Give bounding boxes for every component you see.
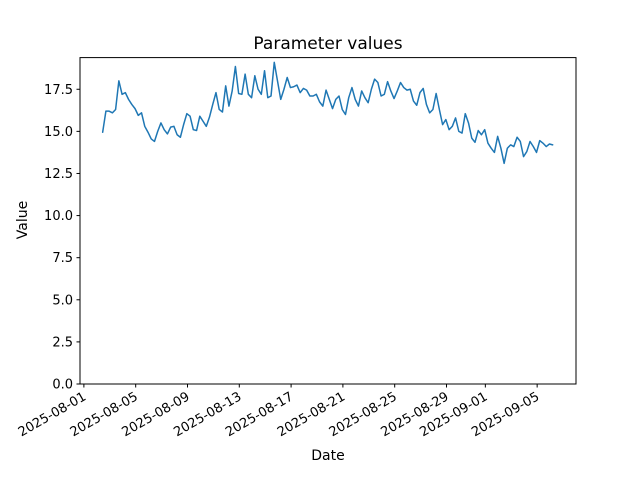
chart-title: Parameter values xyxy=(253,34,402,54)
y-tick-label: 10.0 xyxy=(44,209,73,224)
y-axis-label: Value xyxy=(15,201,31,239)
data-series xyxy=(101,61,554,165)
y-tick-label: 2.5 xyxy=(52,335,73,350)
series-line xyxy=(101,61,554,165)
y-tick-label: 15.0 xyxy=(44,125,73,140)
y-tick-label: 17.5 xyxy=(44,83,73,98)
x-axis-ticks: 2025-08-012025-08-052025-08-092025-08-13… xyxy=(16,384,542,440)
y-tick-label: 12.5 xyxy=(44,167,73,182)
x-axis-label: Date xyxy=(311,448,344,464)
y-axis-ticks: 0.0 2.5 5.0 7.5 10.0 12.5 15.0 17.5 xyxy=(44,83,80,393)
y-tick-label: 0.0 xyxy=(52,378,73,393)
plot-area-border xyxy=(79,57,577,385)
y-tick-label: 5.0 xyxy=(52,293,73,308)
y-tick-label: 7.5 xyxy=(52,251,73,266)
